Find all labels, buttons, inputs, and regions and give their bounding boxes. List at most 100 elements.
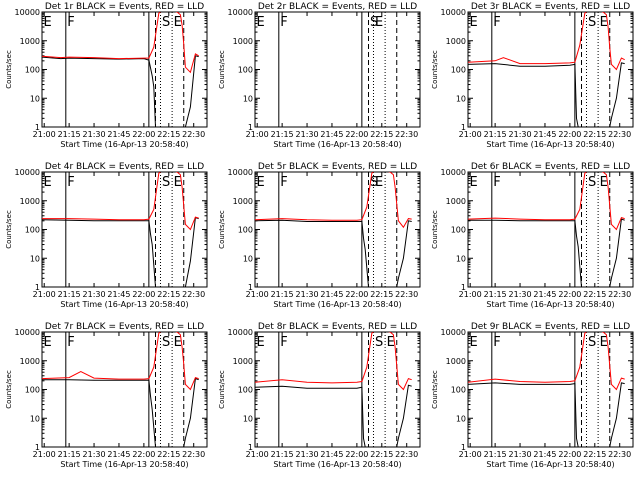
marker-label: F: [67, 175, 74, 190]
series-lld: [255, 172, 412, 229]
y-axis-label: Counts/sec: [5, 210, 13, 249]
x-tick-label: 21:30: [83, 130, 106, 139]
x-tick-label: 22:00: [132, 290, 155, 299]
x-tick-label: 22:15: [157, 130, 180, 139]
x-tick-label: 21:15: [484, 290, 507, 299]
x-tick-label: 21:15: [271, 130, 294, 139]
x-tick-label: 22:00: [558, 130, 581, 139]
x-tick-label: 22:30: [182, 450, 205, 459]
y-tick-label: 1: [461, 443, 466, 452]
panel-det-3: Det 3r BLACK = Events, RED = LLD 21:00 21:…: [431, 2, 634, 149]
y-tick-label: 100: [238, 226, 253, 235]
y-tick-label: 10000: [228, 8, 253, 17]
x-tick-label: 22:15: [583, 130, 606, 139]
marker-label: S: [162, 15, 170, 30]
y-axis-label: Counts/sec: [431, 50, 439, 89]
x-tick-label: 22:30: [395, 290, 418, 299]
marker-label: S: [375, 335, 383, 350]
x-tick-label: 22:00: [132, 450, 155, 459]
y-tick-label: 1000: [20, 197, 40, 206]
panel-title: Det 3r BLACK = Events, RED = LLD: [471, 2, 630, 12]
x-tick-label: 22:30: [608, 130, 631, 139]
series-events: [468, 218, 625, 287]
marker-label: F: [493, 175, 500, 190]
marker-label: E: [257, 175, 265, 190]
y-tick-label: 10: [456, 94, 466, 103]
marker-label: E: [174, 15, 182, 30]
x-tick-label: 21:30: [509, 130, 532, 139]
marker-label: E: [375, 175, 383, 190]
marker-label: E: [387, 335, 395, 350]
x-tick-label: 21:15: [271, 290, 294, 299]
series-lld: [42, 12, 199, 74]
marker-label: E: [600, 15, 608, 30]
series-events: [468, 382, 625, 447]
y-tick-label: 10000: [441, 8, 466, 17]
x-tick-label: 21:00: [246, 450, 269, 459]
x-axis-label: Start Time (16-Apr-13 20:58:40): [486, 300, 614, 309]
y-tick-label: 1000: [446, 37, 466, 46]
y-tick-label: 10: [243, 254, 253, 263]
x-tick-label: 22:15: [583, 290, 606, 299]
y-tick-label: 1000: [20, 37, 40, 46]
y-axis-label: Counts/sec: [5, 370, 13, 409]
marker-label: F: [67, 335, 74, 350]
x-tick-label: 21:00: [459, 130, 482, 139]
series-events: [468, 62, 625, 127]
x-axis-label: Start Time (16-Apr-13 20:58:40): [60, 140, 188, 149]
x-tick-label: 21:00: [33, 130, 56, 139]
x-tick-label: 21:45: [533, 130, 556, 139]
panel-title: Det 7r BLACK = Events, RED = LLD: [45, 322, 204, 332]
marker-label: E: [44, 15, 52, 30]
x-tick-label: 21:45: [320, 130, 343, 139]
series-lld: [468, 332, 625, 391]
x-tick-label: 21:00: [246, 290, 269, 299]
y-tick-label: 1000: [446, 197, 466, 206]
y-tick-label: 10: [243, 414, 253, 423]
marker-label: E: [600, 335, 608, 350]
y-tick-label: 10: [30, 94, 40, 103]
y-tick-label: 1000: [233, 357, 253, 366]
marker-label: F: [67, 15, 74, 30]
x-axis-label: Start Time (16-Apr-13 20:58:40): [60, 460, 188, 469]
x-tick-label: 22:15: [370, 130, 393, 139]
x-tick-label: 21:15: [271, 450, 294, 459]
marker-label: F: [280, 15, 287, 30]
x-tick-label: 22:15: [157, 450, 180, 459]
y-tick-label: 100: [451, 226, 466, 235]
x-tick-label: 21:15: [58, 130, 81, 139]
y-tick-label: 1: [248, 123, 253, 132]
y-tick-label: 10: [456, 414, 466, 423]
series-events: [255, 384, 412, 447]
marker-label: S: [588, 175, 596, 190]
y-axis-label: Counts/sec: [218, 210, 226, 249]
panel-title: Det 9r BLACK = Events, RED = LLD: [471, 322, 630, 332]
y-tick-label: 1: [248, 443, 253, 452]
x-tick-label: 21:30: [296, 450, 319, 459]
x-tick-label: 21:00: [459, 290, 482, 299]
marker-label: F: [493, 335, 500, 350]
x-tick-label: 22:00: [132, 130, 155, 139]
x-tick-label: 22:30: [395, 450, 418, 459]
y-tick-label: 100: [25, 226, 40, 235]
x-tick-label: 22:15: [370, 290, 393, 299]
marker-label: S: [588, 15, 596, 30]
x-tick-label: 22:00: [558, 450, 581, 459]
series-lld: [42, 172, 199, 231]
y-tick-label: 1: [35, 283, 40, 292]
y-tick-label: 1000: [233, 197, 253, 206]
x-tick-label: 22:00: [345, 290, 368, 299]
x-tick-label: 21:00: [459, 450, 482, 459]
x-tick-label: 21:00: [33, 450, 56, 459]
series-lld: [468, 172, 625, 231]
y-axis-label: Counts/sec: [431, 370, 439, 409]
x-tick-label: 21:45: [320, 290, 343, 299]
marker-label: E: [174, 335, 182, 350]
x-tick-label: 22:30: [182, 290, 205, 299]
series-lld: [255, 332, 412, 391]
x-tick-label: 22:00: [558, 290, 581, 299]
y-tick-label: 1000: [233, 37, 253, 46]
